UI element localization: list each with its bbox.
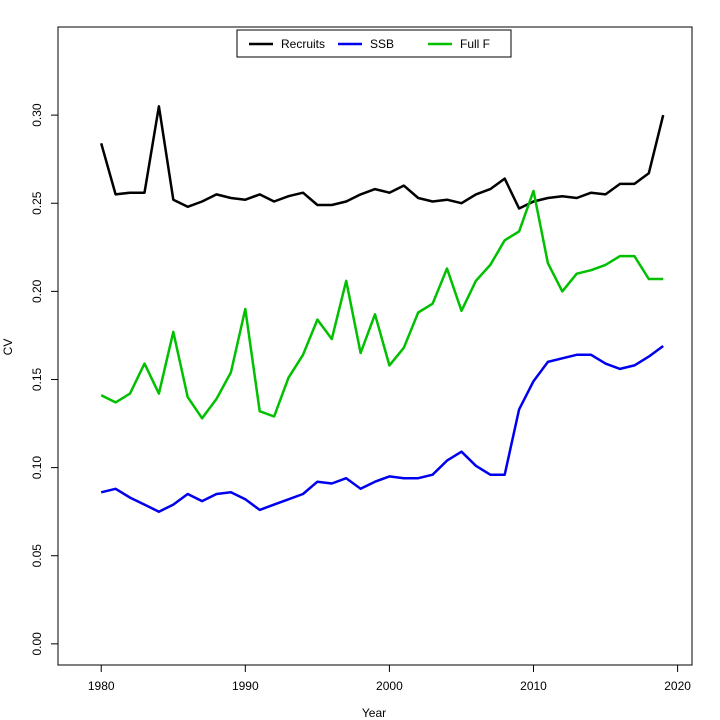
legend-box bbox=[236, 29, 512, 58]
legend: Recruits SSB Full F bbox=[236, 29, 512, 58]
y-tick-label: 0.25 bbox=[30, 191, 44, 215]
y-tick-label: 0.20 bbox=[30, 279, 44, 303]
y-tick-label: 0.00 bbox=[30, 632, 44, 656]
y-tick-label: 0.15 bbox=[30, 367, 44, 391]
x-axis: 1980 1990 2000 2010 2020 bbox=[88, 664, 691, 693]
series-line-recruits bbox=[99, 105, 665, 210]
y-axis-title: CV bbox=[1, 339, 15, 356]
plot-frame bbox=[57, 26, 693, 666]
x-tick-label: 2000 bbox=[376, 679, 403, 693]
legend-label-ssb: SSB bbox=[370, 37, 394, 51]
y-tick-label: 0.10 bbox=[30, 456, 44, 480]
y-tick-label: 0.05 bbox=[30, 544, 44, 568]
legend-label-recruits: Recruits bbox=[281, 37, 325, 51]
y-tick-label: 0.30 bbox=[30, 103, 44, 127]
x-tick-label: 2020 bbox=[664, 679, 691, 693]
legend-label-full-f: Full F bbox=[460, 37, 490, 51]
x-tick-label: 1990 bbox=[232, 679, 259, 693]
x-tick-label: 1980 bbox=[88, 679, 115, 693]
x-axis-title: Year bbox=[362, 706, 386, 720]
series-layer bbox=[99, 105, 665, 513]
series-line-ssb bbox=[100, 344, 664, 513]
x-tick-label: 2010 bbox=[520, 679, 547, 693]
y-axis: 0.00 0.05 0.10 0.15 0.20 0.25 0.30 bbox=[30, 103, 59, 656]
series-line-full-f bbox=[100, 189, 664, 420]
